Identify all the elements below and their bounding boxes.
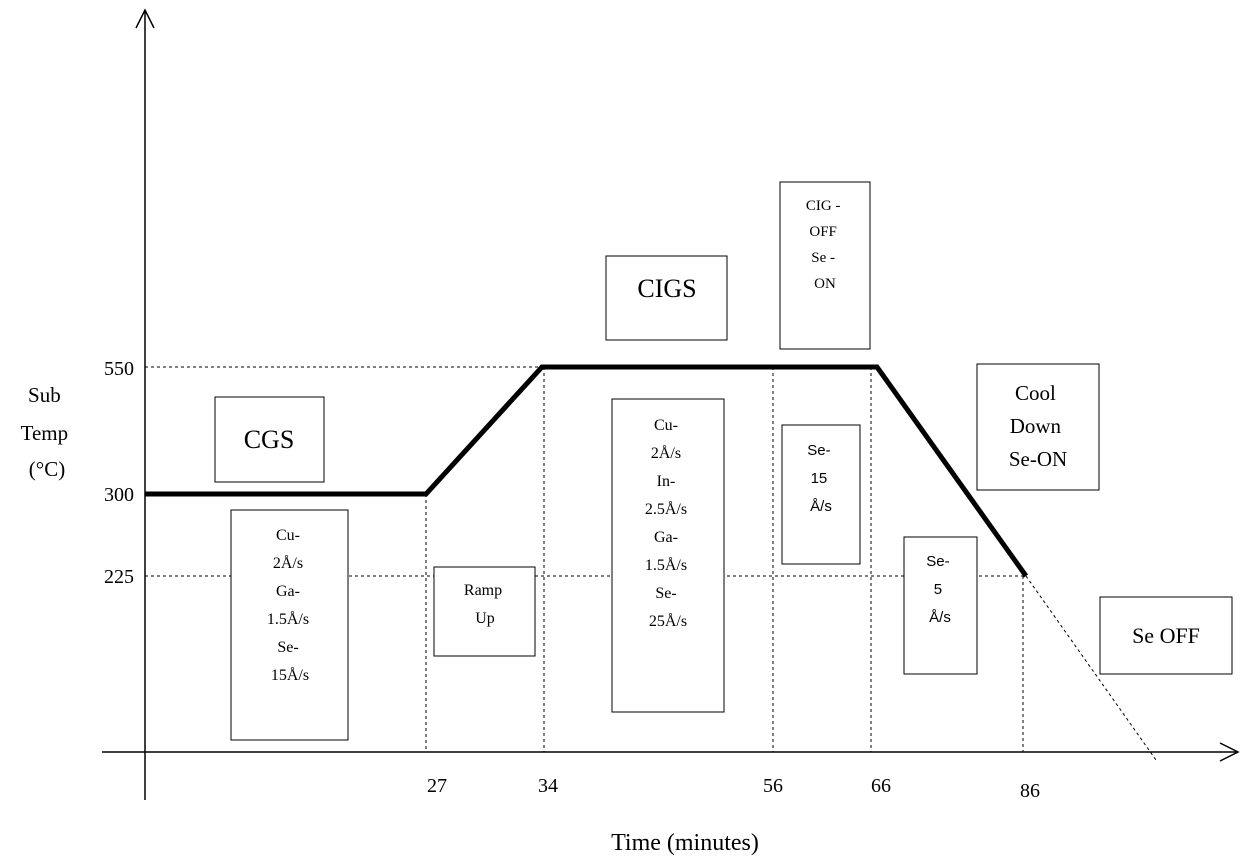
box-line: 25Å/s (649, 612, 687, 630)
box-line: Ga- (276, 583, 300, 600)
box-line: Down (1010, 414, 1062, 438)
box-line: Ramp (464, 582, 502, 599)
box-cool-down: Cool Down Se-ON (976, 363, 1100, 491)
box-line: Se- (277, 639, 298, 656)
x-axis-label: Time (minutes) (611, 830, 759, 856)
box-text: Se- 15 Å/s (807, 442, 835, 515)
box-ramp-up: Ramp Up (433, 566, 536, 657)
box-frame (433, 566, 536, 657)
box-line: Se- (926, 553, 949, 570)
box-frame (214, 396, 325, 483)
box-se-15: Se- 15 Å/s (781, 424, 861, 565)
box-frame (976, 363, 1100, 491)
box-frame (779, 181, 871, 350)
box-line: CGS (244, 425, 295, 454)
box-frame (1099, 596, 1233, 675)
box-line: 15Å/s (271, 666, 309, 684)
box-cigs-title: CIGS (605, 255, 728, 341)
box-line: Se- (807, 442, 830, 459)
box-line: OFF (809, 224, 837, 240)
box-line: ON (814, 276, 836, 292)
box-line: In- (657, 473, 676, 490)
box-frame (903, 536, 978, 675)
box-line: Cu- (654, 417, 678, 434)
x-axis-arrowhead (1219, 742, 1240, 762)
x-tick-label: 66 (871, 775, 891, 797)
box-text: Cu- 2Å/s Ga- 1.5Å/s Se- 15Å/s (267, 527, 313, 684)
box-text: Cool Down Se-ON (1009, 381, 1067, 471)
box-text: Cu- 2Å/s In- 2.5Å/s Ga- 1.5Å/s Se- 25Å/s (645, 417, 691, 630)
box-line: Se - (811, 250, 835, 266)
temperature-profile-line (145, 364, 1029, 578)
x-tick-label: 34 (538, 775, 558, 797)
box-frame (611, 398, 725, 713)
box-line: 2.5Å/s (645, 500, 687, 518)
box-frame (230, 509, 349, 741)
y-axis-arrowhead (135, 8, 155, 29)
box-line: Se-ON (1009, 447, 1067, 471)
y-axis-label-line: Sub (28, 383, 61, 407)
box-line: Cu- (276, 527, 300, 544)
box-cgs-rates: Cu- 2Å/s Ga- 1.5Å/s Se- 15Å/s (230, 509, 349, 741)
box-line: 1.5Å/s (645, 556, 687, 574)
box-line: Se OFF (1132, 623, 1200, 648)
box-text: Ramp Up (464, 582, 506, 627)
box-se-5: Se- 5 Å/s (903, 536, 978, 675)
box-line: 2Å/s (651, 444, 681, 462)
box-line: Ga- (654, 529, 678, 546)
y-tick-label: 550 (104, 358, 134, 380)
y-axis-label: Sub Temp (°C) (21, 383, 74, 481)
se-off-cooldown-line (1025, 575, 1157, 761)
box-line: CIGS (637, 274, 696, 303)
y-axis-label-line: (°C) (29, 457, 65, 481)
box-text: Se- 5 Å/s (926, 553, 954, 626)
box-text: CIG - OFF Se - ON (806, 198, 844, 292)
box-text: CGS (244, 425, 295, 454)
box-frame (605, 255, 728, 341)
box-line: CIG - (806, 198, 841, 214)
x-tick-label: 86 (1020, 780, 1040, 802)
y-tick-label: 300 (104, 484, 134, 506)
box-frame (781, 424, 861, 565)
box-text: CIGS (637, 274, 696, 303)
box-line: Å/s (810, 498, 832, 515)
box-cgs-title: CGS (214, 396, 325, 483)
box-line: 1.5Å/s (267, 610, 309, 628)
box-cigs-rates: Cu- 2Å/s In- 2.5Å/s Ga- 1.5Å/s Se- 25Å/s (611, 398, 725, 713)
box-text: Se OFF (1132, 623, 1200, 648)
box-line: Se- (655, 585, 676, 602)
box-line: Å/s (929, 609, 951, 626)
box-se-off: Se OFF (1099, 596, 1233, 675)
box-line: Cool (1015, 381, 1056, 405)
y-axis-label-line: Temp (21, 421, 69, 445)
box-line: 2Å/s (273, 554, 303, 572)
x-tick-label: 27 (427, 775, 447, 797)
box-line: 5 (934, 581, 942, 598)
x-tick-label: 56 (763, 775, 783, 797)
box-cig-off: CIG - OFF Se - ON (779, 181, 871, 350)
box-line: 15 (811, 470, 828, 487)
y-tick-label: 225 (104, 566, 134, 588)
box-line: Up (475, 610, 495, 627)
